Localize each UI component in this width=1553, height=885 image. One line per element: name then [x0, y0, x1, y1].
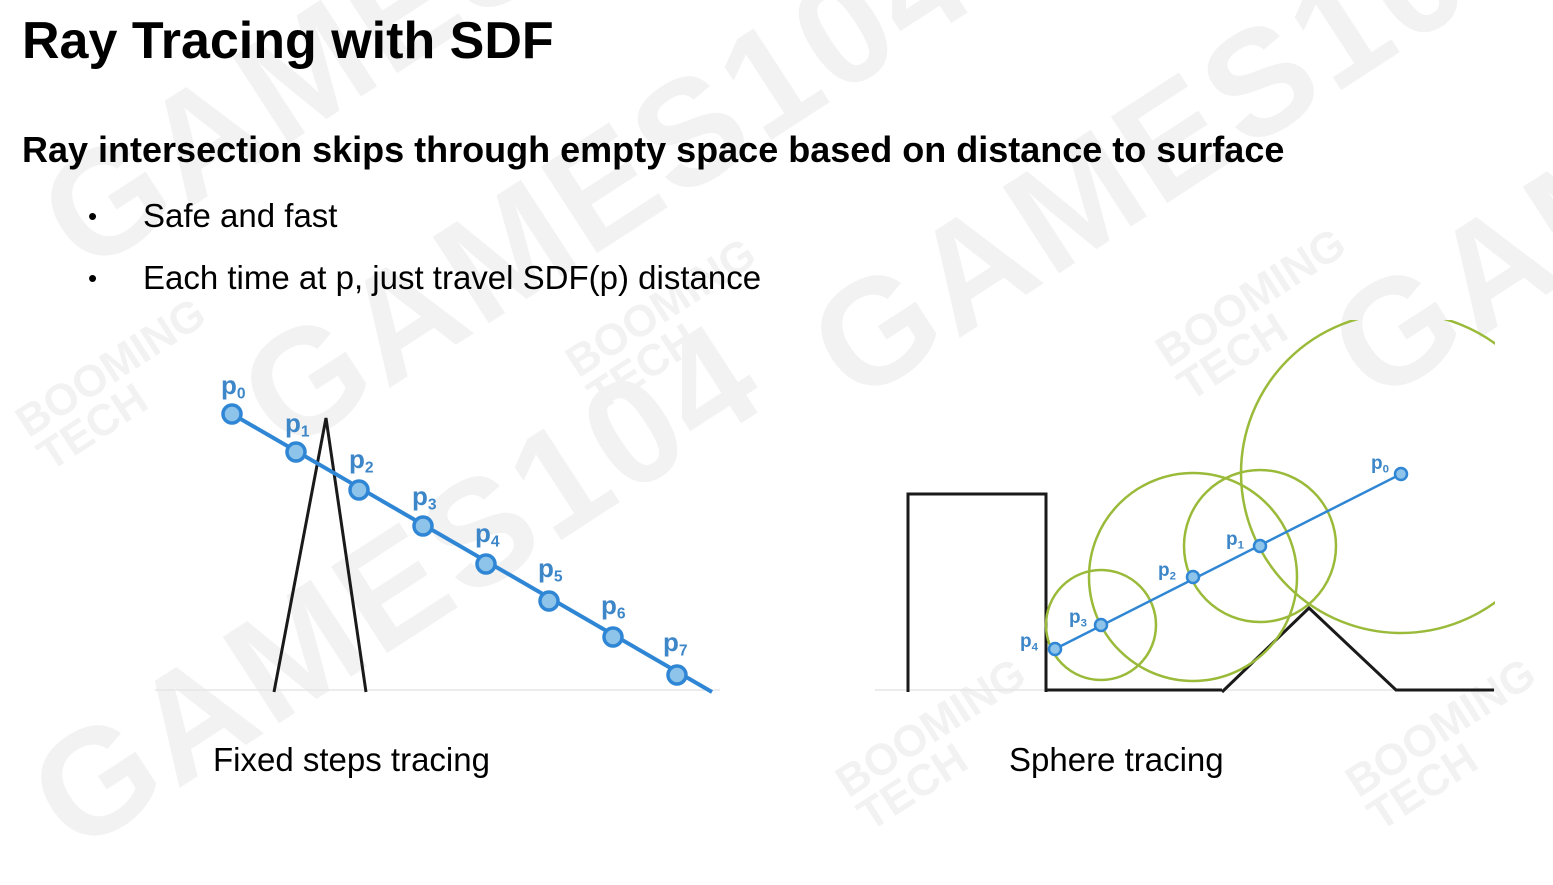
slide-subtitle: Ray intersection skips through empty spa…	[22, 129, 1285, 170]
diagram-canvas: p0 p1 p2 p3 p4 p5 p6 p7 p0 p1 p2 p3 p4	[155, 320, 1495, 694]
point-label-p7: p7	[663, 627, 688, 660]
bullet-marker: •	[88, 201, 98, 231]
sphere-tracing-diagram: p0 p1 p2 p3 p4	[875, 320, 1495, 694]
ray-point-0	[1393, 466, 1409, 482]
ray-point-2	[348, 479, 370, 501]
ray-point-2	[1185, 569, 1201, 585]
point-label-p1: p1	[285, 408, 310, 441]
bullet-item: • Each time at p, just travel SDF(p) dis…	[88, 256, 761, 300]
sphere-p3	[1044, 568, 1158, 682]
point-label-p3: p3	[412, 481, 437, 514]
bullet-text: Each time at p, just travel SDF(p) dista…	[143, 259, 762, 296]
box-geometry	[906, 492, 1048, 692]
bullet-list: • Safe and fast • Each time at p, just t…	[88, 194, 761, 318]
point-label-p2: p2	[349, 444, 374, 477]
ray-point-3	[1093, 617, 1109, 633]
ray-point-4	[1047, 641, 1063, 657]
sphere-p2	[1087, 471, 1299, 683]
ray-point-6	[602, 626, 624, 648]
triangle-geometry	[1220, 605, 1494, 694]
ray-point-1	[285, 441, 307, 463]
point-label-p3: p3	[1069, 607, 1087, 629]
bullet-item: • Safe and fast	[88, 194, 761, 238]
point-label-p1: p1	[1226, 529, 1245, 551]
fixed-step-points: p0 p1 p2 p3 p4 p5 p6 p7	[221, 370, 688, 686]
fixed-ray	[230, 412, 714, 694]
caption-sphere-tracing: Sphere tracing	[1009, 741, 1224, 778]
ray-point-3	[412, 515, 434, 537]
bullet-text: Safe and fast	[143, 197, 338, 234]
ray-point-5	[538, 590, 560, 612]
spike-geometry	[272, 417, 368, 693]
sphere-ray	[1054, 472, 1402, 651]
ray-point-7	[666, 664, 688, 686]
point-label-p0: p0	[221, 370, 246, 403]
point-label-p4: p4	[475, 518, 500, 551]
ray-point-1	[1252, 538, 1268, 554]
point-label-p4: p4	[1020, 631, 1039, 653]
slide-title: Ray Tracing with SDF	[22, 12, 554, 70]
point-label-p5: p5	[538, 553, 563, 586]
bullet-marker: •	[88, 263, 98, 293]
sphere-p1	[1182, 468, 1338, 624]
point-label-p2: p2	[1158, 560, 1176, 582]
caption-fixed-steps: Fixed steps tracing	[213, 741, 490, 778]
point-label-p6: p6	[601, 590, 626, 623]
ray-point-0	[221, 403, 243, 425]
ray-point-4	[475, 553, 497, 575]
fixed-steps-diagram: p0 p1 p2 p3 p4 p5 p6 p7	[155, 370, 720, 694]
point-label-p0: p0	[1371, 453, 1389, 475]
sphere-points: p0 p1 p2 p3 p4	[1020, 453, 1409, 657]
